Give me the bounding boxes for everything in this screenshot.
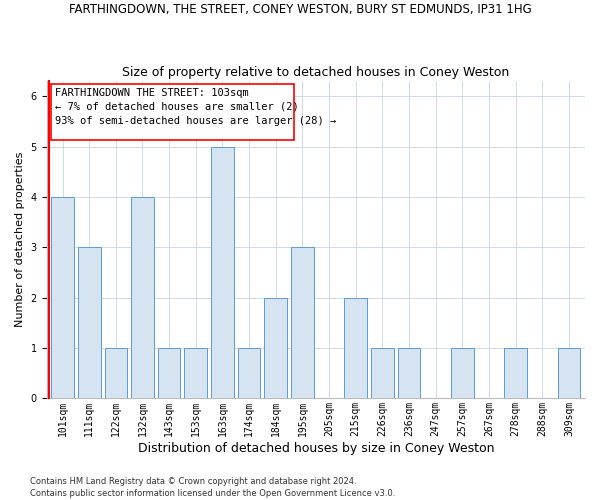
Bar bbox=[291, 248, 314, 398]
Bar bbox=[51, 197, 74, 398]
Bar bbox=[451, 348, 474, 399]
Bar bbox=[557, 348, 580, 399]
Text: FARTHINGDOWN THE STREET: 103sqm
← 7% of detached houses are smaller (2)
93% of s: FARTHINGDOWN THE STREET: 103sqm ← 7% of … bbox=[55, 88, 336, 126]
Text: FARTHINGDOWN, THE STREET, CONEY WESTON, BURY ST EDMUNDS, IP31 1HG: FARTHINGDOWN, THE STREET, CONEY WESTON, … bbox=[68, 2, 532, 16]
Bar bbox=[398, 348, 421, 399]
Bar bbox=[158, 348, 181, 399]
Bar bbox=[184, 348, 207, 399]
Title: Size of property relative to detached houses in Coney Weston: Size of property relative to detached ho… bbox=[122, 66, 509, 78]
FancyBboxPatch shape bbox=[50, 84, 295, 140]
Bar bbox=[344, 298, 367, 398]
Bar bbox=[371, 348, 394, 399]
Bar bbox=[238, 348, 260, 399]
Bar bbox=[104, 348, 127, 399]
Bar bbox=[505, 348, 527, 399]
Bar bbox=[78, 248, 101, 398]
Y-axis label: Number of detached properties: Number of detached properties bbox=[15, 152, 25, 328]
Bar bbox=[211, 146, 234, 398]
Text: Contains HM Land Registry data © Crown copyright and database right 2024.
Contai: Contains HM Land Registry data © Crown c… bbox=[30, 476, 395, 498]
Bar bbox=[265, 298, 287, 398]
X-axis label: Distribution of detached houses by size in Coney Weston: Distribution of detached houses by size … bbox=[137, 442, 494, 455]
Bar bbox=[131, 197, 154, 398]
